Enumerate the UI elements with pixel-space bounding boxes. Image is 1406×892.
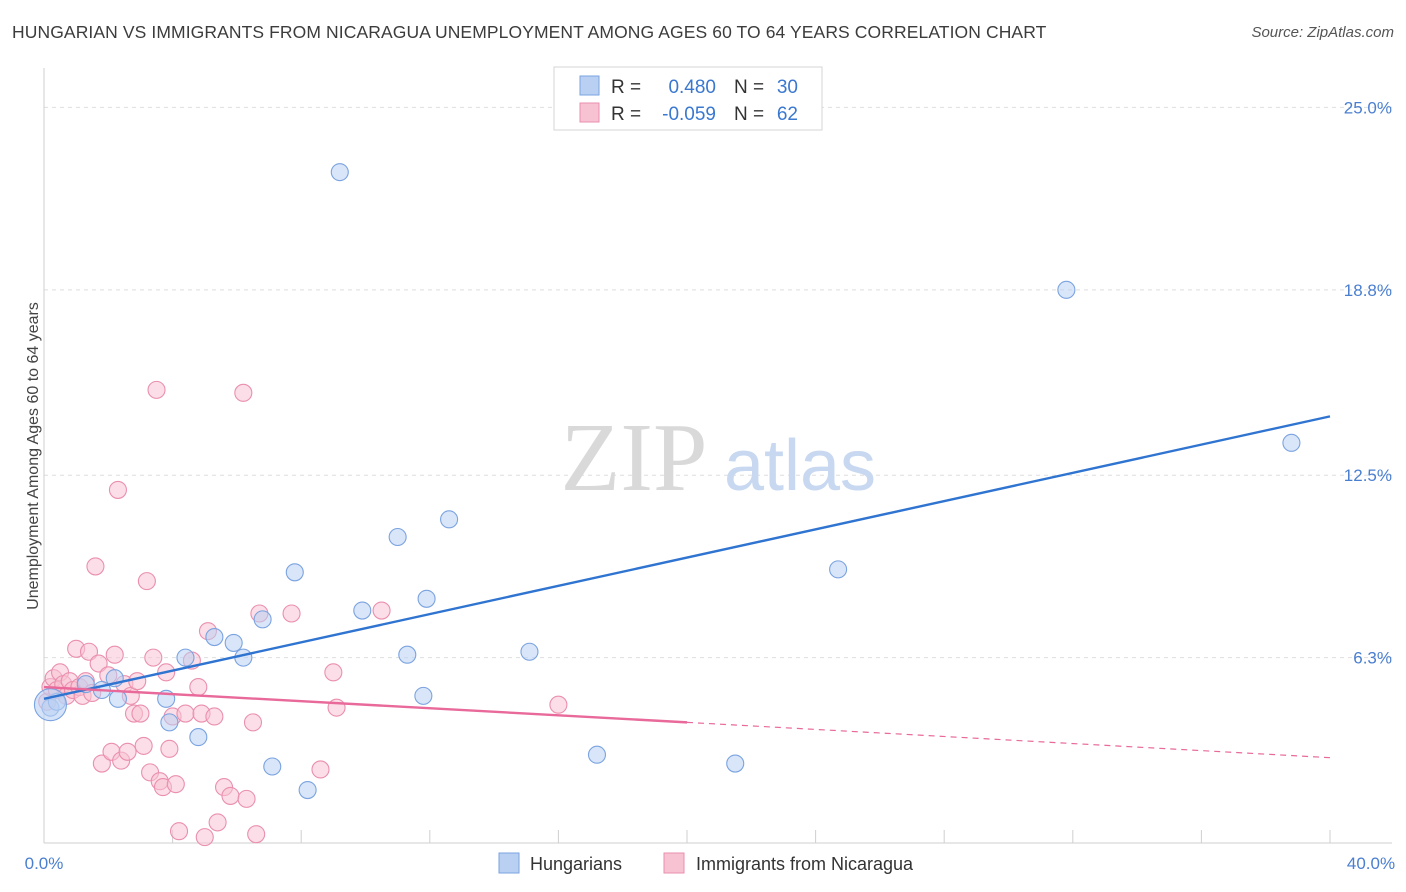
legend-r-value-2: -0.059 (662, 104, 716, 125)
nicaragua-point (282, 604, 301, 623)
hungarian-point (108, 689, 127, 708)
y-tick-label: 25.0% (1344, 98, 1392, 117)
correlation-legend: R = 0.480 N = 30 R = -0.059 N = 62 (553, 66, 823, 131)
nicaragua-point (324, 663, 343, 682)
hungarian-point (726, 754, 745, 773)
hungarian-point (263, 757, 282, 776)
bottom-legend-hungarians: Hungarians (530, 854, 622, 874)
hungarian-point (330, 163, 349, 182)
nicaragua-point (131, 704, 150, 723)
hungarian-point (398, 645, 417, 664)
nicaragua-point (234, 383, 253, 402)
nicaragua-point (147, 380, 166, 399)
nicaragua-point (79, 642, 99, 661)
bottom-legend-swatch-nicaragua (663, 852, 685, 874)
nicaragua-point (128, 672, 147, 691)
nicaragua-point (137, 572, 156, 591)
nicaragua-trend-line (43, 685, 688, 724)
hungarian-point (160, 713, 179, 732)
chart-title: HUNGARIAN VS IMMIGRANTS FROM NICARAGUA U… (12, 22, 1047, 42)
legend-r-label-2: R = (611, 104, 641, 125)
legend-n-label-1: N = (734, 77, 764, 98)
nicaragua-point (176, 704, 195, 723)
series-nicaragua-points (38, 380, 568, 847)
gridlines (44, 106, 1392, 659)
hungarian-point (176, 648, 195, 667)
legend-r-value-1: 0.480 (668, 77, 716, 98)
hungarian-point (587, 745, 607, 764)
nicaragua-point (166, 775, 185, 794)
legend-n-value-1: 30 (777, 77, 798, 98)
nicaragua-point (549, 695, 568, 714)
watermark: ZIP atlas (561, 404, 877, 512)
nicaragua-point (247, 825, 266, 844)
nicaragua-point (86, 557, 105, 576)
hungarians-trend-line (43, 415, 1331, 700)
nicaragua-point (169, 822, 189, 841)
hungarian-point (224, 633, 243, 652)
y-tick-label: 18.8% (1344, 281, 1392, 300)
nicaragua-point (160, 739, 179, 758)
y-tick-label: 12.5% (1344, 466, 1392, 485)
y-tick-labels: 6.3% 12.5% 18.8% 25.0% (1344, 98, 1392, 667)
nicaragua-point (105, 645, 124, 664)
hungarian-point (189, 728, 208, 747)
nicaragua-point (189, 678, 208, 697)
hungarian-point (298, 780, 317, 800)
hungarian-point (253, 610, 272, 629)
nicaragua-trend-extension (686, 721, 1331, 759)
y-axis-label: Unemployment Among Ages 60 to 64 years (25, 302, 42, 610)
hungarian-point (440, 510, 459, 529)
watermark-zip: ZIP (561, 404, 708, 512)
nicaragua-point (134, 736, 153, 755)
hungarian-point (829, 560, 848, 579)
nicaragua-point (208, 813, 227, 832)
series-hungarians-points (33, 163, 1301, 800)
source-credit: Source: ZipAtlas.com (1251, 24, 1394, 41)
hungarian-point (285, 563, 304, 582)
nicaragua-point (144, 648, 163, 667)
legend-n-label-2: N = (734, 104, 764, 125)
x-tick-labels: 0.0% 40.0% (25, 854, 1395, 873)
hungarian-point (1057, 280, 1076, 299)
x-tick-label-min: 0.0% (25, 854, 64, 873)
nicaragua-point (108, 480, 127, 499)
hungarian-point-cluster (33, 688, 67, 722)
nicaragua-point (92, 754, 111, 773)
nicaragua-point (372, 601, 391, 620)
series-legend: Hungarians Immigrants from Nicaragua (498, 852, 914, 874)
hungarian-point (417, 589, 436, 608)
hungarian-point (205, 627, 224, 647)
y-tick-label: 6.3% (1353, 649, 1392, 668)
nicaragua-point (118, 742, 137, 761)
hungarian-point (414, 686, 433, 705)
legend-swatch-pink (579, 102, 600, 123)
hungarian-point (1282, 433, 1301, 452)
legend-swatch-blue (579, 75, 600, 96)
watermark-atlas: atlas (724, 426, 876, 506)
bottom-legend-swatch-hungarians (498, 852, 520, 874)
x-tick-label-max: 40.0% (1347, 854, 1395, 873)
bottom-legend-nicaragua: Immigrants from Nicaragua (696, 854, 914, 874)
hungarian-point (520, 642, 539, 661)
nicaragua-point (195, 828, 214, 847)
hungarian-point (353, 601, 372, 620)
legend-n-value-2: 62 (777, 104, 798, 125)
hungarian-point (388, 527, 407, 547)
legend-r-label-1: R = (611, 77, 641, 98)
nicaragua-point (237, 789, 256, 808)
nicaragua-point (205, 707, 224, 726)
trend-lines (43, 415, 1331, 759)
nicaragua-point (89, 654, 108, 673)
nicaragua-point (311, 760, 330, 779)
nicaragua-point (243, 713, 263, 732)
nicaragua-point (221, 786, 240, 805)
hungarian-point (234, 648, 253, 667)
